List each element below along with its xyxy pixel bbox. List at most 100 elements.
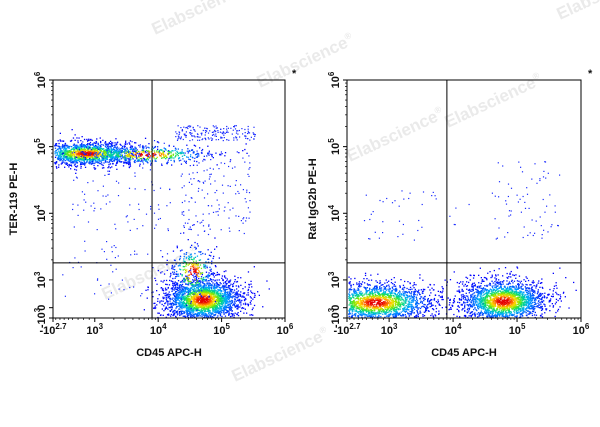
- event-dot: [204, 286, 206, 289]
- event-dot: [98, 157, 100, 160]
- event-dot: [202, 290, 204, 292]
- event-dot: [168, 152, 171, 154]
- event-dot: [207, 292, 210, 294]
- event-dot: [179, 310, 182, 312]
- event-dot: [120, 151, 122, 153]
- event-dot: [55, 166, 58, 168]
- event-dot: [181, 307, 183, 309]
- event-dot: [175, 154, 177, 156]
- event-dot: [145, 159, 148, 161]
- event-dot: [140, 295, 142, 297]
- event-dot: [239, 136, 241, 138]
- event-dot: [179, 257, 181, 260]
- y-tick-label: -103: [33, 307, 48, 328]
- event-dot: [73, 156, 75, 158]
- event-dot: [205, 298, 207, 301]
- event-dot: [219, 306, 221, 308]
- event-dot: [173, 312, 175, 314]
- event-dot: [189, 299, 191, 301]
- dot-cloud-isotype: [348, 161, 577, 319]
- event-dot: [214, 290, 217, 292]
- event-dot: [206, 290, 208, 292]
- event-dot: [220, 151, 222, 153]
- event-dot: [184, 305, 186, 307]
- event-dot: [110, 159, 113, 161]
- event-dot: [230, 127, 232, 129]
- event-dot: [196, 314, 198, 316]
- event-dot: [102, 195, 104, 197]
- event-dot: [188, 228, 190, 230]
- event-dot: [169, 303, 171, 305]
- event-dot: [154, 152, 156, 154]
- event-dot: [227, 303, 229, 305]
- event-dot: [191, 139, 194, 141]
- event-dot: [228, 291, 231, 293]
- event-dot: [241, 307, 243, 309]
- event-dot: [174, 149, 176, 152]
- event-dot: [138, 153, 140, 156]
- event-dot: [128, 142, 130, 144]
- event-dot: [358, 294, 360, 297]
- event-dot: [180, 311, 183, 313]
- event-dot: [156, 290, 158, 292]
- event-dot: [218, 284, 220, 287]
- event-dot: [224, 306, 226, 309]
- event-dot: [219, 131, 221, 133]
- event-dot: [199, 147, 201, 149]
- event-dot: [65, 156, 68, 159]
- event-dot: [371, 289, 373, 291]
- event-dot: [188, 149, 190, 152]
- event-dot: [211, 305, 213, 307]
- event-dot: [173, 259, 176, 261]
- event-dot: [121, 147, 124, 149]
- event-dot: [135, 154, 137, 156]
- event-dot: [116, 154, 118, 156]
- event-dot: [70, 159, 73, 161]
- event-dot: [128, 159, 130, 161]
- event-dot: [209, 311, 211, 313]
- event-dot: [129, 155, 131, 157]
- event-dot: [84, 163, 86, 165]
- event-dot: [108, 142, 111, 145]
- event-dot: [175, 290, 177, 293]
- event-dot: [127, 153, 129, 155]
- event-dot: [176, 133, 178, 135]
- event-dot: [201, 296, 203, 299]
- event-dot: [192, 127, 194, 129]
- event-dot: [227, 298, 229, 300]
- event-dot: [100, 142, 102, 144]
- event-dot: [170, 272, 172, 275]
- event-dot: [211, 303, 213, 305]
- event-dot: [80, 165, 82, 168]
- event-dot: [145, 147, 147, 149]
- event-dot: [229, 281, 231, 283]
- event-dot: [183, 288, 185, 290]
- event-dot: [131, 147, 133, 149]
- event-dot: [228, 311, 230, 313]
- event-dot: [170, 152, 172, 154]
- event-dot: [190, 295, 192, 297]
- event-dot: [124, 143, 126, 145]
- event-dot: [183, 211, 185, 213]
- event-dot: [192, 309, 194, 311]
- event-dot: [146, 161, 148, 163]
- event-dot: [213, 293, 215, 295]
- event-dot: [198, 153, 200, 155]
- event-dot: [72, 151, 75, 153]
- event-dot: [134, 253, 136, 255]
- event-dot: [207, 132, 210, 134]
- event-dot: [196, 285, 198, 287]
- event-dot: [182, 296, 185, 298]
- event-dot: [125, 142, 127, 144]
- event-dot: [213, 284, 215, 286]
- event-dot: [169, 300, 171, 302]
- event-dot: [197, 125, 199, 127]
- event-dot: [196, 295, 198, 298]
- event-dot: [190, 178, 192, 180]
- event-dot: [164, 302, 167, 304]
- event-dot: [227, 295, 229, 298]
- event-dot: [67, 153, 69, 155]
- event-dot: [167, 161, 169, 163]
- event-dot: [102, 152, 104, 154]
